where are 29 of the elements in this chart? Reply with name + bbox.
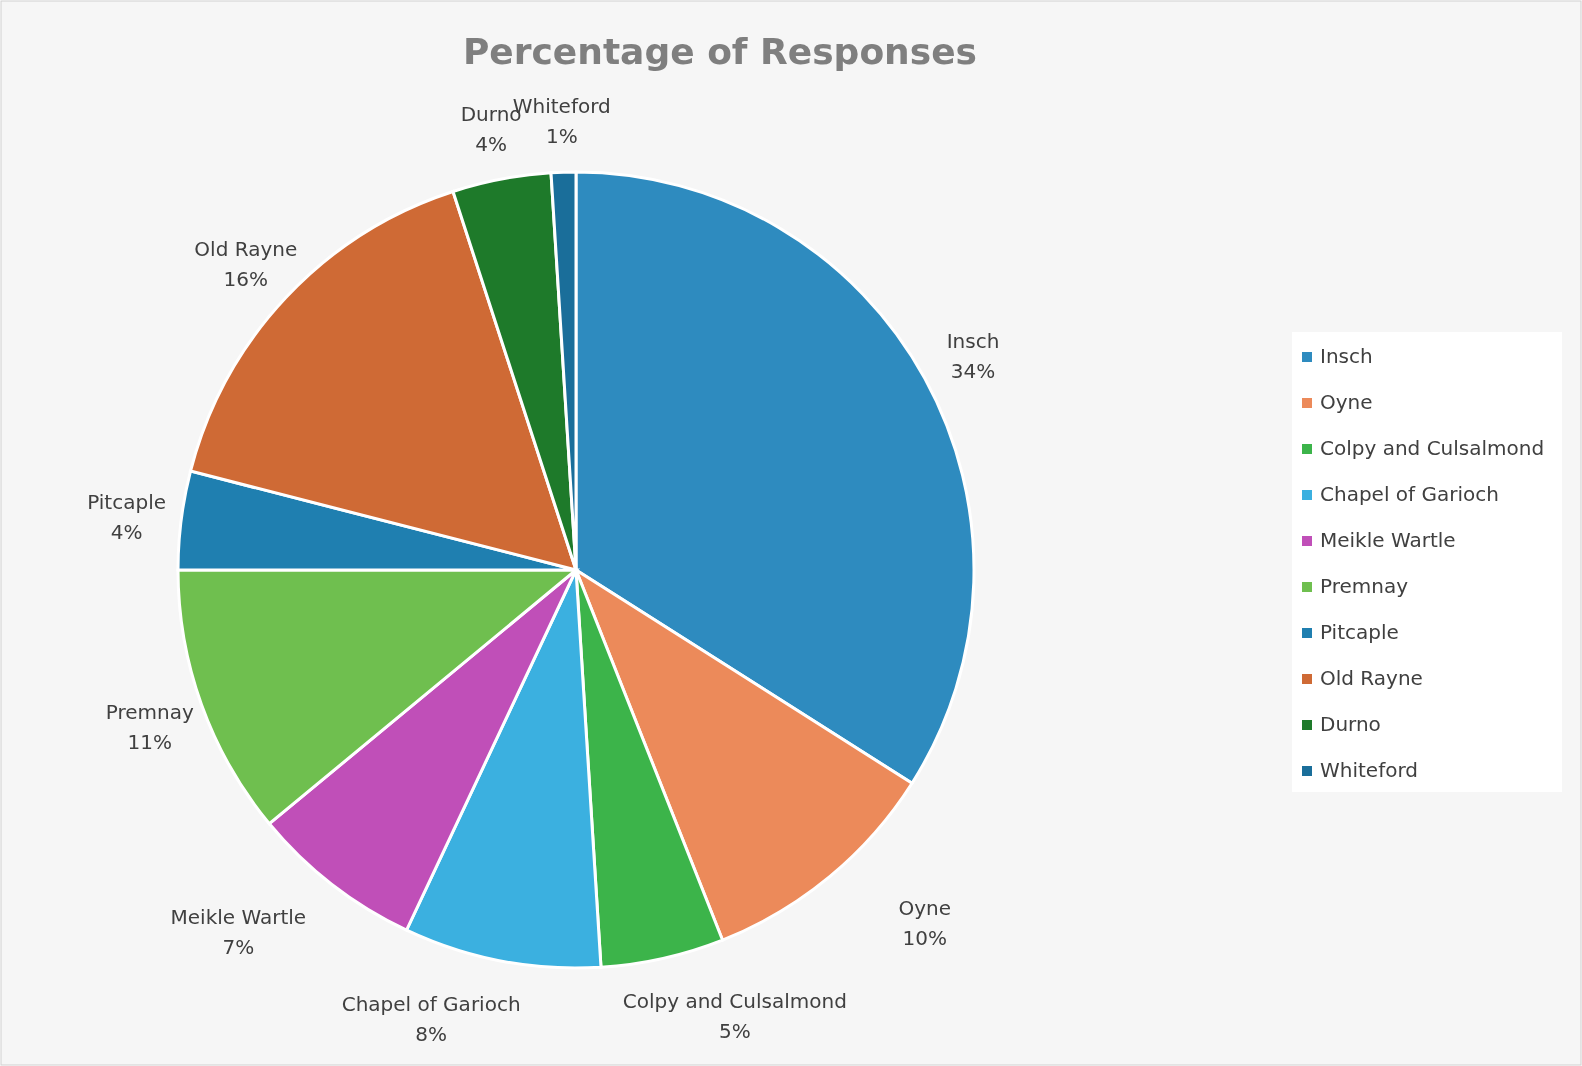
- legend-label: Colpy and Culsalmond: [1320, 436, 1545, 460]
- legend-label: Old Rayne: [1320, 666, 1423, 690]
- data-label: 11%: [127, 730, 173, 755]
- slice-label: Colpy and Culsalmond: [622, 989, 847, 1014]
- chart-title: Percentage of Responses: [462, 31, 978, 72]
- slice-label: Premnay: [105, 700, 194, 725]
- legend-label: Premnay: [1320, 574, 1409, 598]
- slice-label: Pitcaple: [87, 490, 166, 515]
- legend-label: Oyne: [1320, 390, 1373, 414]
- slice-label: Oyne: [898, 896, 952, 921]
- data-label: 4%: [475, 132, 507, 157]
- slice-label: Old Rayne: [194, 236, 298, 261]
- data-label: 4%: [110, 520, 143, 545]
- legend-label: Whiteford: [1320, 758, 1418, 782]
- slice-label: Insch: [946, 328, 1000, 353]
- data-label: 1%: [545, 124, 578, 149]
- slice-label: Meikle Wartle: [170, 904, 307, 929]
- legend-label: Insch: [1320, 344, 1373, 368]
- legend-label: Pitcaple: [1320, 620, 1399, 644]
- data-label: 8%: [415, 1021, 447, 1046]
- data-label: 10%: [902, 926, 947, 951]
- data-label: 7%: [222, 934, 255, 959]
- slice-label: Chapel of Garioch: [341, 991, 521, 1016]
- data-label: 5%: [718, 1019, 751, 1044]
- legend-label: Meikle Wartle: [1320, 528, 1456, 552]
- legend-label: Durno: [1320, 712, 1381, 736]
- legend-label: Chapel of Garioch: [1320, 482, 1499, 506]
- data-label: 34%: [950, 358, 996, 383]
- data-label: 16%: [223, 266, 268, 291]
